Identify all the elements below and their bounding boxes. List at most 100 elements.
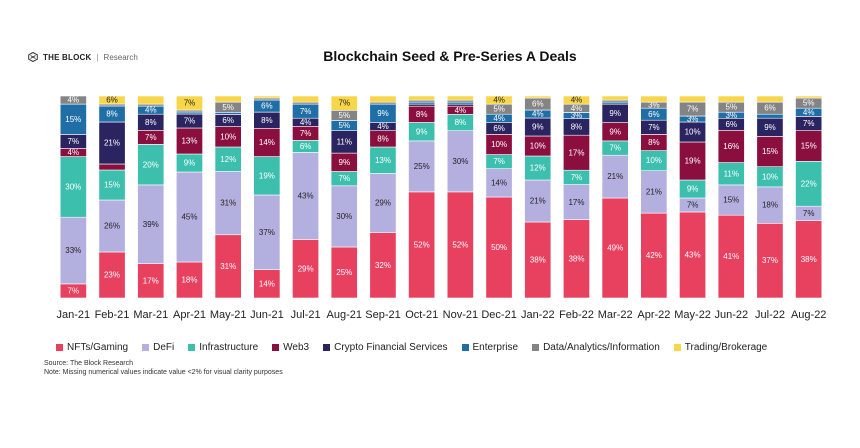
bar-segment bbox=[292, 152, 319, 240]
segment-value-label: 17% bbox=[568, 148, 584, 157]
segment-value-label: 21% bbox=[104, 139, 120, 148]
segment-value-label: 38% bbox=[801, 255, 817, 264]
segment-value-label: 9% bbox=[687, 185, 699, 194]
bar-segment bbox=[137, 95, 165, 105]
bar-segment bbox=[253, 156, 281, 196]
segment-value-label: 9% bbox=[377, 109, 389, 118]
segment-value-label: 37% bbox=[762, 256, 778, 265]
bar-segment bbox=[485, 168, 513, 198]
bar-segment bbox=[176, 127, 203, 155]
bar-segment bbox=[446, 103, 474, 107]
bar-segment bbox=[640, 170, 668, 214]
x-tick-label: Aug-22 bbox=[791, 309, 826, 321]
segment-value-label: 23% bbox=[104, 271, 120, 280]
segment-value-label: 7% bbox=[493, 157, 505, 166]
bar-segment bbox=[717, 214, 745, 299]
segment-value-label: 7% bbox=[609, 144, 621, 153]
bar-segment bbox=[601, 99, 629, 103]
bar-segment bbox=[446, 130, 474, 193]
segment-value-label: 4% bbox=[300, 118, 312, 127]
legend-label: Web3 bbox=[283, 342, 310, 353]
bar-segment bbox=[176, 111, 203, 115]
segment-value-label: 13% bbox=[181, 137, 197, 146]
legend-swatch bbox=[272, 344, 280, 351]
segment-value-label: 3% bbox=[726, 111, 738, 120]
legend-item: Infrastructure bbox=[188, 342, 258, 353]
segment-value-label: 4% bbox=[803, 108, 815, 117]
legend-label: DeFi bbox=[153, 342, 175, 353]
chart-legend: NFTs/Gaming DeFi Infrastructure Web3 Crypto … bbox=[56, 342, 767, 353]
x-tick-label: Apr-21 bbox=[173, 309, 206, 321]
segment-value-label: 7% bbox=[339, 99, 351, 108]
bar-segment bbox=[795, 161, 823, 207]
bar-segment bbox=[59, 156, 87, 218]
x-tick-label: Nov-21 bbox=[443, 309, 478, 321]
segment-value-label: 18% bbox=[181, 276, 197, 285]
segment-value-label: 33% bbox=[65, 246, 81, 255]
segment-value-label: 41% bbox=[723, 252, 739, 261]
bar-segment bbox=[485, 95, 513, 105]
segment-value-label: 17% bbox=[568, 198, 584, 207]
segment-value-label: 6% bbox=[532, 100, 544, 109]
segment-value-label: 10% bbox=[220, 132, 236, 141]
segment-value-label: 4% bbox=[493, 96, 505, 105]
segment-value-label: 29% bbox=[375, 199, 391, 208]
segment-value-label: 49% bbox=[607, 244, 623, 253]
segment-value-label: 5% bbox=[803, 99, 815, 108]
segment-value-label: 9% bbox=[764, 123, 776, 132]
segment-value-label: 11% bbox=[337, 138, 352, 147]
bar-segment bbox=[176, 261, 203, 299]
bar-segment bbox=[795, 220, 823, 299]
legend-item: Web3 bbox=[272, 342, 309, 353]
bar-segment bbox=[408, 95, 436, 101]
segment-value-label: 9% bbox=[532, 123, 544, 132]
bar-segment bbox=[756, 223, 784, 299]
legend-label: Enterprise bbox=[472, 342, 519, 353]
bar-segment bbox=[214, 171, 242, 236]
segment-value-label: 6% bbox=[648, 110, 660, 119]
segment-value-label: 10% bbox=[685, 128, 701, 137]
segment-value-label: 12% bbox=[220, 155, 236, 164]
segment-value-label: 14% bbox=[491, 179, 507, 188]
segment-value-label: 30% bbox=[336, 212, 352, 221]
segment-value-label: 21% bbox=[607, 172, 623, 181]
x-tick-label: Feb-21 bbox=[95, 309, 130, 321]
bar-segment bbox=[137, 263, 165, 299]
segment-value-label: 7% bbox=[687, 105, 699, 114]
segment-value-label: 15% bbox=[762, 147, 778, 156]
bar-segment bbox=[214, 234, 242, 299]
bar-segment bbox=[446, 95, 474, 101]
legend-swatch bbox=[188, 344, 196, 351]
segment-value-label: 38% bbox=[568, 254, 584, 263]
segment-value-label: 8% bbox=[106, 110, 118, 119]
segment-value-label: 8% bbox=[571, 123, 583, 132]
bar-segment bbox=[795, 130, 823, 162]
bar-segment bbox=[601, 95, 629, 101]
segment-value-label: 7% bbox=[648, 123, 660, 132]
legend-swatch bbox=[142, 344, 150, 351]
bar-segment bbox=[176, 171, 203, 263]
bar-segment bbox=[137, 184, 165, 264]
legend-item: Crypto Financial Services bbox=[323, 342, 448, 353]
bar-segment bbox=[98, 95, 126, 105]
bar-segment bbox=[756, 136, 784, 167]
legend-label: NFTs/Gaming bbox=[67, 342, 129, 353]
segment-value-label: 7% bbox=[184, 117, 196, 126]
segment-value-label: 8% bbox=[145, 118, 157, 127]
bar-segment bbox=[369, 146, 397, 174]
bar-segment bbox=[524, 179, 552, 223]
x-tick-label: Jun-22 bbox=[714, 309, 748, 321]
cube-icon bbox=[28, 52, 38, 62]
segment-value-label: 45% bbox=[181, 213, 197, 222]
bar-segment bbox=[253, 128, 281, 157]
segment-value-label: 6% bbox=[764, 104, 776, 113]
segment-value-label: 9% bbox=[184, 159, 196, 168]
bar-segment bbox=[59, 103, 87, 135]
segment-value-label: 13% bbox=[375, 156, 391, 165]
segment-value-label: 7% bbox=[339, 174, 351, 183]
bar-segment bbox=[292, 101, 319, 105]
segment-value-label: 7% bbox=[300, 129, 312, 138]
segment-value-label: 17% bbox=[143, 276, 159, 285]
segment-value-label: 4% bbox=[68, 148, 80, 157]
x-tick-label: Aug-21 bbox=[327, 309, 362, 321]
